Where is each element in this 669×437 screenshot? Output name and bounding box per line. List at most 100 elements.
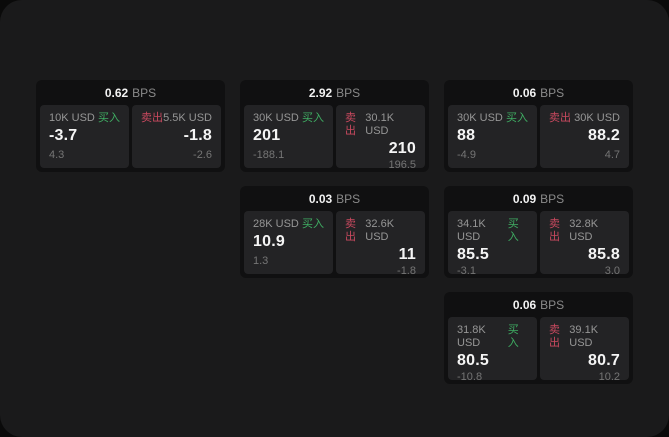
bps-unit-label: BPS — [336, 191, 361, 206]
bps-header: 0.06 BPS — [448, 292, 629, 317]
buy-side-label: 买入 — [98, 112, 120, 124]
sell-price: 210 — [388, 140, 416, 157]
sell-side-label: 卖出 — [141, 112, 163, 124]
buy-panel[interactable]: 10K USD 买入 -3.7 4.3 — [40, 105, 129, 168]
sell-amount: 30.1K USD — [365, 112, 395, 137]
buy-sell-panels: 30K USD 买入 201 -188.1 卖出 30.1K USD 210 1… — [244, 105, 425, 171]
buy-price: 85.5 — [457, 246, 489, 263]
sell-panel[interactable]: 卖出 32.8K USD 85.8 3.0 — [540, 211, 629, 277]
quote-card: 0.62 BPS 10K USD 买入 -3.7 4.3 卖出 5.5K USD… — [36, 80, 225, 172]
buy-sub-value: -4.9 — [457, 149, 476, 161]
buy-panel-top-row: 31.8K USD 买入 — [457, 324, 528, 350]
buy-side-label: 买入 — [302, 218, 324, 230]
bps-header: 2.92 BPS — [244, 80, 425, 105]
quote-card: 2.92 BPS 30K USD 买入 201 -188.1 卖出 30.1K … — [240, 80, 429, 172]
sell-sub-value: 10.2 — [598, 371, 620, 383]
bps-value: 2.92 — [308, 85, 333, 100]
buy-price: -3.7 — [49, 127, 78, 144]
buy-panel-top-row: 30K USD 买入 — [253, 112, 324, 125]
buy-amount: 30K USD — [457, 112, 503, 124]
buy-sell-panels: 30K USD 买入 88 -4.9 卖出 30K USD 88.2 4.7 — [448, 105, 629, 168]
bps-header: 0.03 BPS — [244, 186, 425, 211]
quote-card: 0.06 BPS 31.8K USD 买入 80.5 -10.8 卖出 39.1… — [444, 292, 633, 384]
buy-sell-panels: 31.8K USD 买入 80.5 -10.8 卖出 39.1K USD 80.… — [448, 317, 629, 383]
buy-panel-top-row: 28K USD 买入 — [253, 218, 324, 231]
sell-side-label: 卖出 — [345, 218, 356, 243]
buy-panel[interactable]: 34.1K USD 买入 85.5 -3.1 — [448, 211, 537, 277]
buy-panel[interactable]: 30K USD 买入 88 -4.9 — [448, 105, 537, 168]
sell-panel[interactable]: 卖出 32.6K USD 11 -1.8 — [336, 211, 425, 277]
bps-unit-label: BPS — [540, 297, 565, 312]
sell-side-label: 卖出 — [549, 324, 560, 349]
sell-panel-top-row: 卖出 32.8K USD — [549, 218, 620, 244]
sell-amount: 39.1K USD — [569, 324, 599, 349]
sell-side-label: 卖出 — [345, 112, 356, 137]
sell-price: 85.8 — [588, 246, 620, 263]
quote-card: 0.03 BPS 28K USD 买入 10.9 1.3 卖出 32.6K US… — [240, 186, 429, 278]
buy-sell-panels: 10K USD 买入 -3.7 4.3 卖出 5.5K USD -1.8 -2.… — [40, 105, 221, 168]
sell-panel-top-row: 卖出 5.5K USD — [141, 112, 212, 125]
bps-header: 0.62 BPS — [40, 80, 221, 105]
buy-sub-value: -188.1 — [253, 149, 285, 161]
bps-unit-label: BPS — [132, 85, 157, 100]
bps-value: 0.09 — [512, 191, 537, 206]
bps-header: 0.09 BPS — [448, 186, 629, 211]
sell-panel-top-row: 卖出 39.1K USD — [549, 324, 620, 350]
sell-side-label: 卖出 — [549, 112, 571, 124]
sell-amount: 5.5K USD — [163, 112, 212, 124]
sell-sub-value: 196.5 — [388, 159, 416, 171]
buy-price: 10.9 — [253, 233, 285, 250]
sell-price: 11 — [398, 246, 416, 263]
sell-panel[interactable]: 卖出 30.1K USD 210 196.5 — [336, 105, 425, 171]
bps-value: 0.03 — [308, 191, 333, 206]
buy-price: 88 — [457, 127, 476, 144]
sell-price: -1.8 — [183, 127, 212, 144]
buy-panel[interactable]: 28K USD 买入 10.9 1.3 — [244, 211, 333, 274]
bps-header: 0.06 BPS — [448, 80, 629, 105]
bps-value: 0.06 — [512, 85, 537, 100]
sell-amount: 32.8K USD — [569, 218, 599, 243]
buy-amount: 30K USD — [253, 112, 299, 124]
sell-sub-value: 4.7 — [604, 149, 620, 161]
buy-side-label: 买入 — [507, 324, 519, 349]
buy-panel-top-row: 30K USD 买入 — [457, 112, 528, 125]
buy-panel[interactable]: 31.8K USD 买入 80.5 -10.8 — [448, 317, 537, 383]
bps-unit-label: BPS — [336, 85, 361, 100]
bps-value: 0.62 — [104, 85, 129, 100]
buy-amount: 10K USD — [49, 112, 95, 124]
sell-panel[interactable]: 卖出 39.1K USD 80.7 10.2 — [540, 317, 629, 383]
buy-side-label: 买入 — [507, 218, 519, 243]
sell-side-label: 卖出 — [549, 218, 560, 243]
buy-amount: 34.1K USD — [457, 218, 486, 243]
quote-card: 0.09 BPS 34.1K USD 买入 85.5 -3.1 卖出 32.8K… — [444, 186, 633, 278]
sell-amount: 32.6K USD — [365, 218, 395, 243]
buy-sell-panels: 28K USD 买入 10.9 1.3 卖出 32.6K USD 11 -1.8 — [244, 211, 425, 277]
buy-panel[interactable]: 30K USD 买入 201 -188.1 — [244, 105, 333, 168]
bps-unit-label: BPS — [540, 85, 565, 100]
bps-value: 0.06 — [512, 297, 537, 312]
buy-side-label: 买入 — [506, 112, 528, 124]
buy-sub-value: -3.1 — [457, 265, 476, 277]
buy-amount: 28K USD — [253, 218, 299, 230]
sell-panel[interactable]: 卖出 30K USD 88.2 4.7 — [540, 105, 629, 168]
sell-sub-value: -2.6 — [193, 149, 212, 161]
sell-sub-value: 3.0 — [604, 265, 620, 277]
sell-sub-value: -1.8 — [397, 265, 416, 277]
buy-sub-value: 4.3 — [49, 149, 65, 161]
buy-price: 201 — [253, 127, 281, 144]
sell-panel[interactable]: 卖出 5.5K USD -1.8 -2.6 — [132, 105, 221, 168]
sell-amount: 30K USD — [574, 112, 620, 124]
buy-amount: 31.8K USD — [457, 324, 486, 349]
buy-panel-top-row: 10K USD 买入 — [49, 112, 120, 125]
sell-panel-top-row: 卖出 30K USD — [549, 112, 620, 125]
buy-sub-value: 1.3 — [253, 255, 269, 267]
buy-price: 80.5 — [457, 352, 489, 369]
sell-price: 88.2 — [588, 127, 620, 144]
buy-sub-value: -10.8 — [457, 371, 483, 383]
buy-panel-top-row: 34.1K USD 买入 — [457, 218, 528, 244]
bps-unit-label: BPS — [540, 191, 565, 206]
sell-panel-top-row: 卖出 30.1K USD — [345, 112, 416, 138]
buy-side-label: 买入 — [302, 112, 324, 124]
